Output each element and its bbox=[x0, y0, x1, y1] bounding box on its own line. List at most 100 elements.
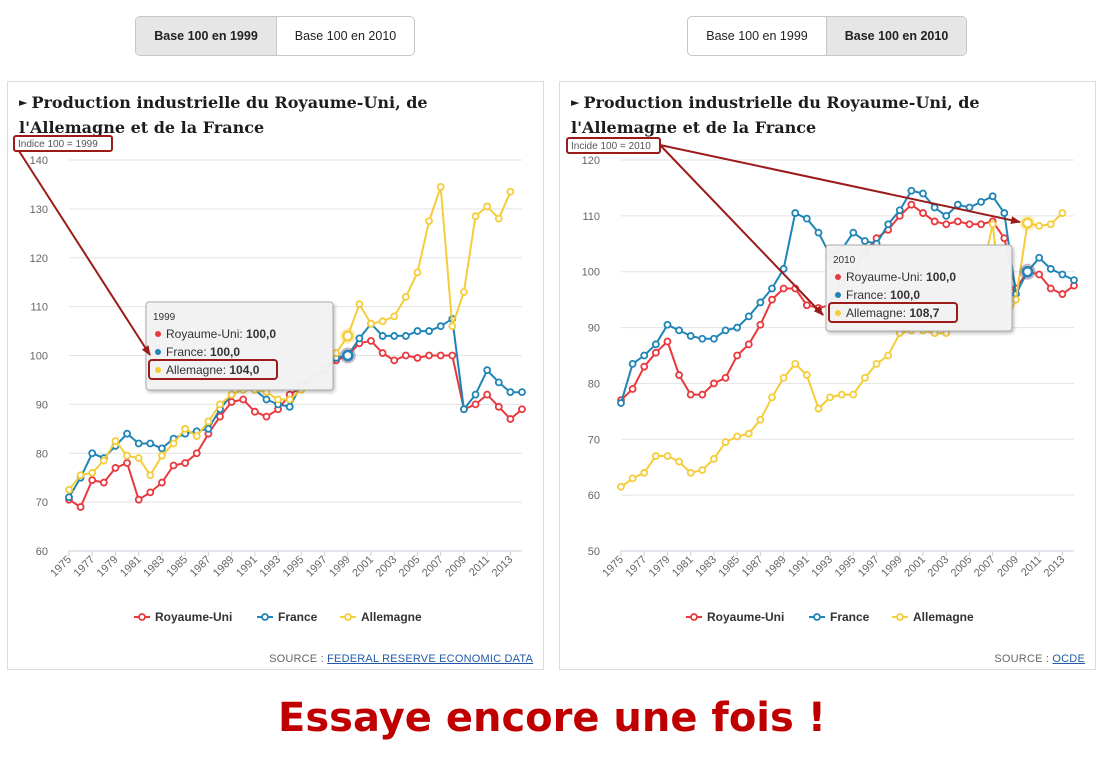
data-point[interactable] bbox=[285, 402, 294, 411]
data-point[interactable] bbox=[448, 322, 457, 331]
data-point[interactable] bbox=[710, 379, 718, 388]
data-point[interactable] bbox=[134, 495, 143, 504]
data-point[interactable] bbox=[390, 332, 399, 340]
data-point[interactable] bbox=[837, 390, 846, 399]
data-point[interactable] bbox=[779, 265, 788, 273]
data-point[interactable] bbox=[1046, 265, 1055, 273]
data-point[interactable] bbox=[1058, 290, 1067, 298]
data-point[interactable] bbox=[907, 200, 916, 209]
data-point[interactable] bbox=[88, 449, 97, 458]
data-point[interactable] bbox=[518, 388, 526, 397]
data-point[interactable] bbox=[494, 378, 503, 387]
data-point[interactable] bbox=[663, 320, 672, 329]
data-point[interactable] bbox=[123, 429, 131, 438]
data-point[interactable] bbox=[617, 399, 625, 407]
data-point[interactable] bbox=[181, 424, 190, 433]
data-point[interactable] bbox=[76, 503, 85, 511]
data-point[interactable] bbox=[181, 459, 190, 467]
data-point[interactable] bbox=[640, 468, 649, 477]
data-point[interactable] bbox=[651, 340, 660, 349]
data-point[interactable] bbox=[733, 351, 742, 360]
data-point[interactable] bbox=[123, 459, 131, 467]
data-point[interactable] bbox=[367, 319, 375, 328]
data-point[interactable] bbox=[401, 292, 410, 301]
data-point[interactable] bbox=[663, 337, 672, 346]
data-point[interactable] bbox=[779, 373, 788, 382]
data-point[interactable] bbox=[686, 468, 695, 477]
data-point[interactable] bbox=[158, 478, 166, 487]
data-point[interactable] bbox=[378, 317, 387, 326]
data-point[interactable] bbox=[88, 468, 97, 477]
data-point[interactable] bbox=[802, 371, 811, 379]
data-point[interactable] bbox=[1058, 270, 1067, 279]
data-point[interactable] bbox=[413, 268, 422, 277]
data-point[interactable] bbox=[721, 438, 730, 446]
data-point[interactable] bbox=[663, 452, 672, 460]
data-point[interactable] bbox=[675, 326, 683, 335]
data-point[interactable] bbox=[733, 323, 742, 332]
data-point[interactable] bbox=[425, 217, 433, 225]
data-point[interactable] bbox=[355, 334, 364, 343]
data-point[interactable] bbox=[872, 359, 881, 368]
data-point[interactable] bbox=[76, 471, 85, 480]
data-point[interactable] bbox=[448, 351, 457, 360]
data-point[interactable] bbox=[99, 456, 108, 465]
data-point[interactable] bbox=[413, 354, 422, 362]
data-point[interactable] bbox=[227, 390, 236, 399]
data-point[interactable] bbox=[460, 405, 468, 414]
data-point[interactable] bbox=[216, 400, 224, 409]
data-point[interactable] bbox=[146, 471, 155, 480]
data-point[interactable] bbox=[262, 395, 271, 404]
data-point[interactable] bbox=[1070, 276, 1078, 284]
data-point[interactable] bbox=[698, 466, 707, 474]
data-point[interactable] bbox=[849, 228, 858, 237]
data-point[interactable] bbox=[274, 395, 282, 404]
data-point[interactable] bbox=[965, 220, 974, 229]
data-point[interactable] bbox=[698, 390, 707, 399]
data-point[interactable] bbox=[88, 476, 97, 485]
data-point[interactable] bbox=[861, 237, 869, 245]
left-base-2010-button[interactable]: Base 100 en 2010 bbox=[276, 17, 414, 55]
data-point[interactable] bbox=[977, 197, 985, 206]
data-point[interactable] bbox=[1000, 234, 1009, 243]
data-point[interactable] bbox=[285, 395, 294, 404]
data-point[interactable] bbox=[250, 407, 259, 416]
data-point[interactable] bbox=[756, 320, 765, 329]
data-point[interactable] bbox=[425, 351, 433, 360]
data-point[interactable] bbox=[721, 326, 730, 335]
data-point[interactable] bbox=[744, 429, 753, 438]
data-point[interactable] bbox=[1035, 222, 1044, 230]
data-point[interactable] bbox=[640, 362, 649, 371]
data-point[interactable] bbox=[111, 437, 120, 445]
right-base-2010-button[interactable]: Base 100 en 2010 bbox=[826, 17, 966, 55]
data-point[interactable] bbox=[768, 284, 776, 293]
right-source-link[interactable]: OCDE bbox=[1052, 653, 1085, 665]
data-point[interactable] bbox=[988, 220, 997, 229]
data-point[interactable] bbox=[686, 332, 695, 340]
data-point[interactable] bbox=[675, 457, 683, 466]
data-point[interactable] bbox=[111, 464, 120, 472]
data-point[interactable] bbox=[953, 200, 962, 209]
data-point[interactable] bbox=[1046, 284, 1055, 293]
data-point[interactable] bbox=[483, 366, 492, 375]
data-point[interactable] bbox=[942, 211, 951, 220]
data-point[interactable] bbox=[802, 301, 811, 310]
data-point[interactable] bbox=[756, 415, 765, 424]
data-point[interactable] bbox=[826, 393, 834, 402]
data-point[interactable] bbox=[953, 217, 962, 226]
data-point[interactable] bbox=[698, 334, 707, 343]
data-point[interactable] bbox=[779, 284, 788, 293]
data-point[interactable] bbox=[436, 351, 445, 360]
data-point[interactable] bbox=[1058, 209, 1067, 217]
data-point[interactable] bbox=[378, 349, 387, 357]
data-point[interactable] bbox=[1046, 220, 1055, 229]
data-point[interactable] bbox=[756, 298, 765, 307]
data-point[interactable] bbox=[506, 415, 515, 423]
data-point[interactable] bbox=[988, 192, 997, 201]
hover-marker[interactable] bbox=[1021, 217, 1034, 229]
data-point[interactable] bbox=[651, 452, 660, 460]
data-point[interactable] bbox=[768, 393, 776, 402]
left-base-1999-button[interactable]: Base 100 en 1999 bbox=[136, 17, 276, 55]
data-point[interactable] bbox=[471, 400, 480, 409]
data-point[interactable] bbox=[628, 474, 637, 483]
